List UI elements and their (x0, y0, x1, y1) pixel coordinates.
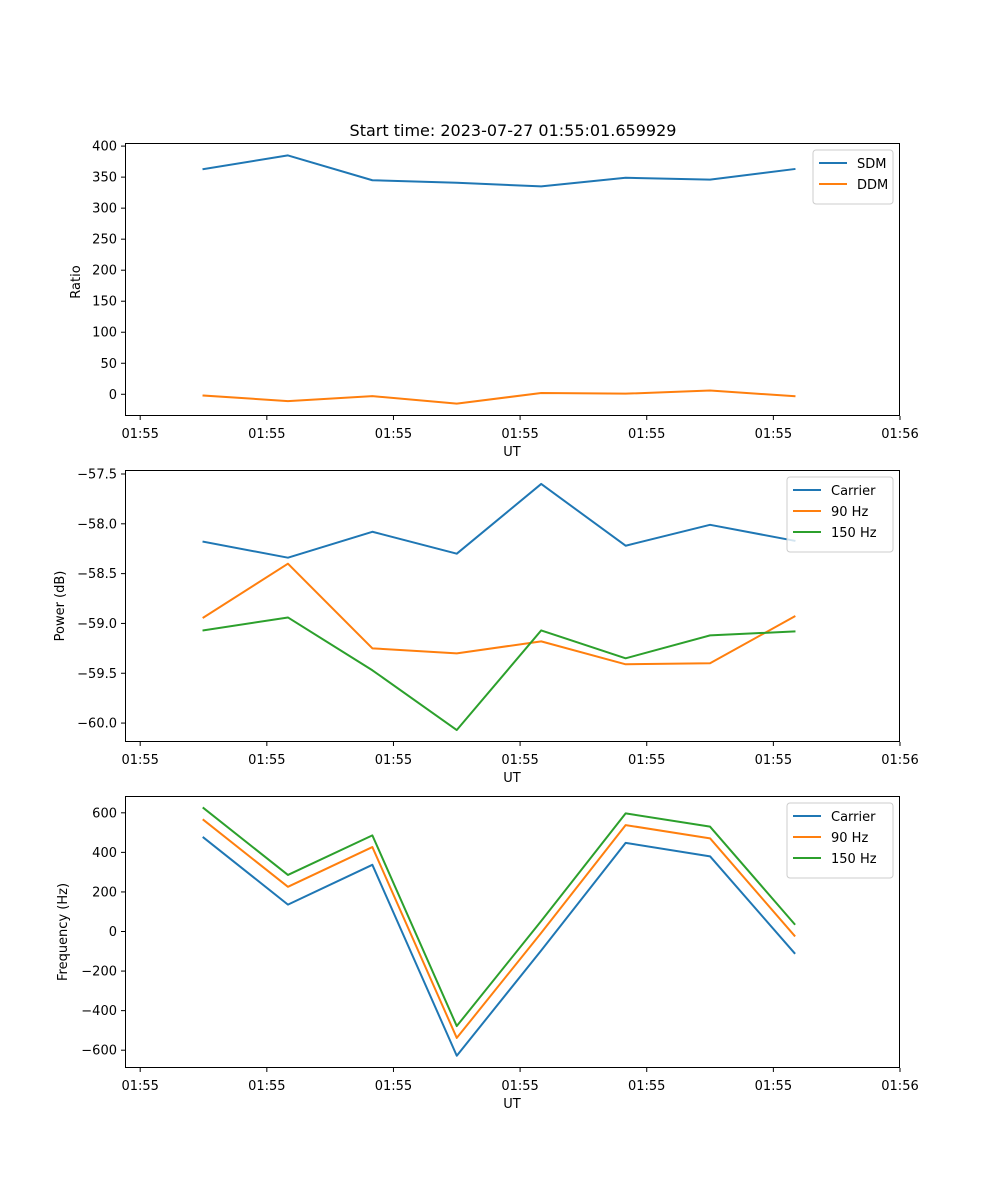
frequency-legend-box (786, 802, 894, 879)
frequency-x-tick-label: 01:55 (121, 1079, 158, 1094)
power-legend-box (786, 476, 894, 553)
power-x-tick-label: 01:56 (881, 753, 918, 768)
frequency-series-2-line (202, 806, 796, 1028)
frequency-y-tick-label: −200 (81, 965, 117, 980)
ratio-subplot: Ratio UT 0 50 100 150 200 250 300 350 400 01:55 01… (69, 140, 919, 460)
power-subplot: Power (dB) UT −60.0 −59.5 −59.0 −58.5 −58.0 −… (53, 467, 919, 786)
frequency-series-1-line (202, 818, 796, 1039)
frequency-y-tick-label: 200 (92, 885, 117, 900)
frequency-y-axis-label: Frequency (Hz) (56, 883, 71, 981)
frequency-y-tick-label: 0 (109, 925, 117, 940)
power-y-axis-label: Power (dB) (53, 571, 68, 642)
ratio-y-tick-label: 200 (92, 264, 117, 279)
power-legend-label-1: 90 Hz (831, 505, 868, 520)
ratio-y-tick-label: 100 (92, 326, 117, 341)
frequency-y-tick-label: 400 (92, 846, 117, 861)
ratio-y-tick-label: 400 (92, 140, 117, 155)
frequency-x-axis-label: UT (503, 1097, 521, 1112)
power-x-tick-label: 01:55 (121, 753, 158, 768)
ratio-y-tick-label: 350 (92, 171, 117, 186)
power-x-tick-label: 01:55 (248, 753, 285, 768)
power-legend-label-0: Carrier (831, 484, 876, 499)
ratio-x-tick-label: 01:55 (375, 427, 412, 442)
power-y-tick-label: −59.0 (77, 617, 117, 632)
ratio-y-tick-label: 50 (100, 357, 117, 372)
ratio-x-tick-label: 01:55 (248, 427, 285, 442)
frequency-legend: Carrier 90 Hz 150 Hz (786, 802, 894, 879)
ratio-x-tick-label: 01:55 (628, 427, 665, 442)
frequency-series-0-line (202, 836, 796, 1057)
frequency-x-tick-label: 01:55 (248, 1079, 285, 1094)
frequency-subplot: Frequency (Hz) UT −600 −400 −200 0 200 400 600… (56, 796, 919, 1112)
frequency-x-tick-label: 01:55 (755, 1079, 792, 1094)
power-x-tick-label: 01:55 (755, 753, 792, 768)
power-series-0-line (202, 482, 796, 559)
ratio-y-tick-label: 0 (109, 388, 117, 403)
frequency-y-tick-label: −600 (81, 1044, 117, 1059)
power-series-2-line (202, 616, 796, 732)
frequency-x-tick-label: 01:55 (375, 1079, 412, 1094)
frequency-legend-label-2: 150 Hz (831, 852, 877, 867)
ratio-x-axis-label: UT (503, 445, 521, 460)
frequency-legend-label-0: Carrier (831, 810, 876, 825)
ratio-x-tick-label: 01:56 (881, 427, 918, 442)
ratio-x-tick-label: 01:55 (501, 427, 538, 442)
ratio-legend-label-1: DDM (857, 178, 888, 193)
power-y-tick-label: −58.5 (77, 567, 117, 582)
frequency-y-tick-label: −400 (81, 1004, 117, 1019)
power-axes-frame (125, 470, 900, 742)
ratio-legend: SDM DDM (812, 149, 894, 205)
power-legend-label-2: 150 Hz (831, 526, 877, 541)
power-x-tick-label: 01:55 (375, 753, 412, 768)
power-y-tick-label: −57.5 (77, 467, 117, 482)
power-x-tick-label: 01:55 (501, 753, 538, 768)
ratio-axes-frame (125, 143, 900, 416)
ratio-series-0-line (202, 154, 796, 188)
power-x-tick-label: 01:55 (628, 753, 665, 768)
power-series-1-line (202, 562, 796, 666)
frequency-x-tick-label: 01:56 (881, 1079, 918, 1094)
power-y-tick-label: −60.0 (77, 717, 117, 732)
power-legend: Carrier 90 Hz 150 Hz (786, 476, 894, 553)
ratio-x-tick-label: 01:55 (121, 427, 158, 442)
ratio-y-tick-label: 300 (92, 202, 117, 217)
power-x-axis-label: UT (503, 771, 521, 786)
ratio-y-tick-label: 250 (92, 233, 117, 248)
frequency-axes-frame (125, 796, 900, 1068)
power-y-tick-label: −58.0 (77, 517, 117, 532)
ratio-x-tick-label: 01:55 (755, 427, 792, 442)
frequency-y-tick-label: 600 (92, 806, 117, 821)
ratio-series-1-line (202, 389, 796, 405)
power-y-tick-label: −59.5 (77, 667, 117, 682)
frequency-x-tick-label: 01:55 (628, 1079, 665, 1094)
ratio-y-tick-label: 150 (92, 295, 117, 310)
chart-title: Start time: 2023-07-27 01:55:01.659929 (350, 121, 677, 140)
ratio-legend-label-0: SDM (857, 157, 886, 172)
frequency-legend-label-1: 90 Hz (831, 831, 868, 846)
frequency-x-tick-label: 01:55 (501, 1079, 538, 1094)
ratio-y-axis-label: Ratio (69, 265, 84, 298)
